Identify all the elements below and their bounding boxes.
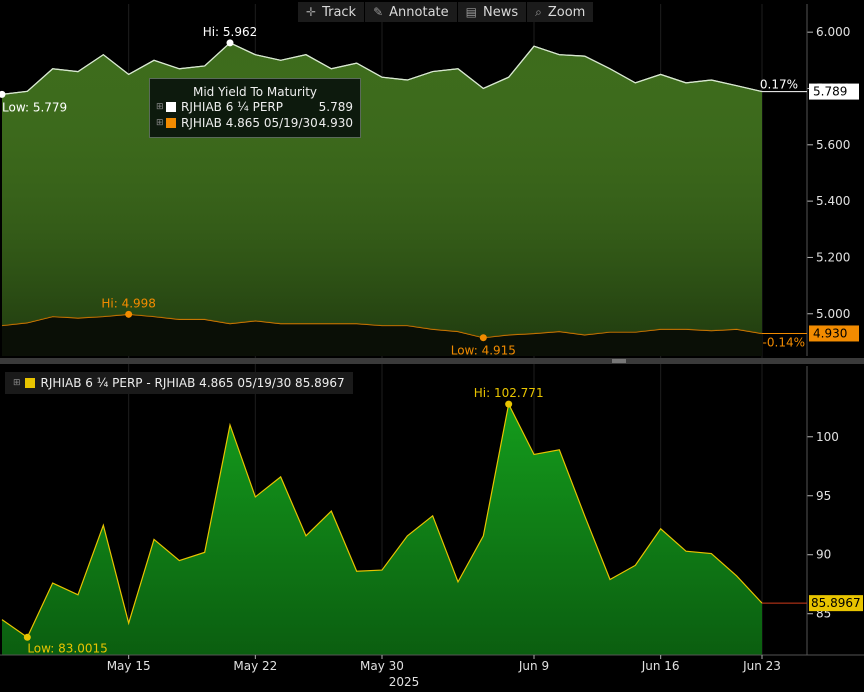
expand-icon[interactable]: ⊞ bbox=[156, 102, 164, 112]
crosshair-icon: ✛ bbox=[306, 5, 317, 19]
change-perp: 0.17% bbox=[760, 78, 798, 92]
low-2030-label: Low: 4.915 bbox=[451, 344, 516, 358]
legend-swatch-white bbox=[166, 102, 176, 112]
low-2030-marker bbox=[479, 334, 487, 342]
panel-resize-handle bbox=[612, 359, 626, 363]
last-perp-tag-value: 5.789 bbox=[813, 85, 847, 99]
spread-legend[interactable]: ⊞ RJHIAB 6 ¼ PERP - RJHIAB 4.865 05/19/3… bbox=[5, 372, 353, 394]
low-spread-label: Low: 83.0015 bbox=[27, 641, 107, 655]
series-line-perp bbox=[1, 42, 763, 95]
spread-area bbox=[2, 404, 762, 655]
pencil-icon: ✎ bbox=[373, 5, 384, 19]
zoom-label: Zoom bbox=[547, 4, 586, 20]
hi-spread-label: Hi: 102.771 bbox=[474, 386, 544, 400]
legend-row-perp[interactable]: ⊞ RJHIAB 6 ¼ PERP 5.789 bbox=[150, 99, 360, 115]
x-tick-label: Jun 23 bbox=[742, 659, 781, 673]
newspaper-icon: ▤ bbox=[465, 5, 477, 19]
hi-2030-label: Hi: 4.998 bbox=[101, 296, 156, 310]
y-tick-label: 95 bbox=[816, 489, 831, 503]
legend-series-name: RJHIAB 6 ¼ PERP bbox=[181, 100, 283, 114]
annotate-label: Annotate bbox=[389, 4, 449, 20]
expand-icon[interactable]: ⊞ bbox=[13, 378, 21, 388]
change-2030: -0.14% bbox=[763, 335, 805, 349]
y-tick-label: 90 bbox=[816, 548, 831, 562]
x-axis-year: 2025 bbox=[389, 675, 420, 689]
last-spread-tag bbox=[809, 595, 863, 612]
last-perp-tag bbox=[809, 83, 859, 100]
legend-title: Mid Yield To Maturity bbox=[192, 85, 318, 99]
yield-area-shade bbox=[2, 42, 762, 338]
y-tick-label: 6.000 bbox=[816, 25, 850, 39]
low-perp-label: Low: 5.779 bbox=[2, 100, 67, 114]
legend-swatch-orange bbox=[166, 118, 176, 128]
legend-series-name: RJHIAB 4.865 05/19/30 bbox=[181, 116, 318, 130]
last-2030-tag bbox=[809, 325, 859, 342]
low-perp-marker bbox=[0, 90, 6, 98]
legend-series-value: 5.789 bbox=[318, 100, 353, 114]
low-spread-marker bbox=[23, 633, 31, 641]
news-label: News bbox=[482, 4, 519, 20]
y-tick-label: 100 bbox=[816, 430, 839, 444]
annotate-button[interactable]: ✎ Annotate bbox=[365, 2, 458, 22]
x-tick-label: May 30 bbox=[360, 659, 404, 673]
expand-icon[interactable]: ⊞ bbox=[156, 118, 164, 128]
magnifier-icon: ⌕ bbox=[535, 4, 542, 19]
x-tick-label: May 15 bbox=[107, 659, 151, 673]
hi-perp-label: Hi: 5.962 bbox=[203, 25, 258, 39]
track-label: Track bbox=[322, 4, 357, 20]
x-tick-label: Jun 16 bbox=[641, 659, 680, 673]
y-tick-label: 5.200 bbox=[816, 250, 850, 264]
legend-series-value: 4.930 bbox=[318, 116, 353, 130]
last-spread-tag-value: 85.8967 bbox=[811, 596, 861, 610]
legend-swatch-yellow bbox=[24, 378, 35, 388]
y-tick-label: 5.400 bbox=[816, 194, 850, 208]
news-button[interactable]: ▤ News bbox=[458, 2, 528, 22]
chart-toolbar: ✛ Track ✎ Annotate ▤ News ⌕ Zoom bbox=[298, 2, 595, 22]
panel-divider bbox=[0, 358, 864, 364]
hi-perp-marker bbox=[226, 39, 234, 47]
hi-2030-marker bbox=[125, 310, 133, 318]
series-line-spread bbox=[1, 402, 763, 639]
y-tick-label: 5.600 bbox=[816, 138, 850, 152]
yield-area-2030 bbox=[2, 314, 762, 356]
track-button[interactable]: ✛ Track bbox=[298, 2, 366, 22]
legend-row-2030[interactable]: ⊞ RJHIAB 4.865 05/19/30 4.930 bbox=[150, 115, 360, 131]
y-tick-label: 5.000 bbox=[816, 307, 850, 321]
hi-spread-marker bbox=[505, 400, 513, 408]
x-tick-label: Jun 9 bbox=[518, 659, 549, 673]
yield-legend[interactable]: Mid Yield To Maturity ⊞ RJHIAB 6 ¼ PERP … bbox=[149, 78, 361, 138]
x-tick-label: May 22 bbox=[233, 659, 277, 673]
spread-legend-label: RJHIAB 6 ¼ PERP - RJHIAB 4.865 05/19/30 … bbox=[40, 376, 345, 390]
zoom-button[interactable]: ⌕ Zoom bbox=[527, 2, 595, 22]
last-2030-tag-value: 4.930 bbox=[813, 326, 847, 340]
